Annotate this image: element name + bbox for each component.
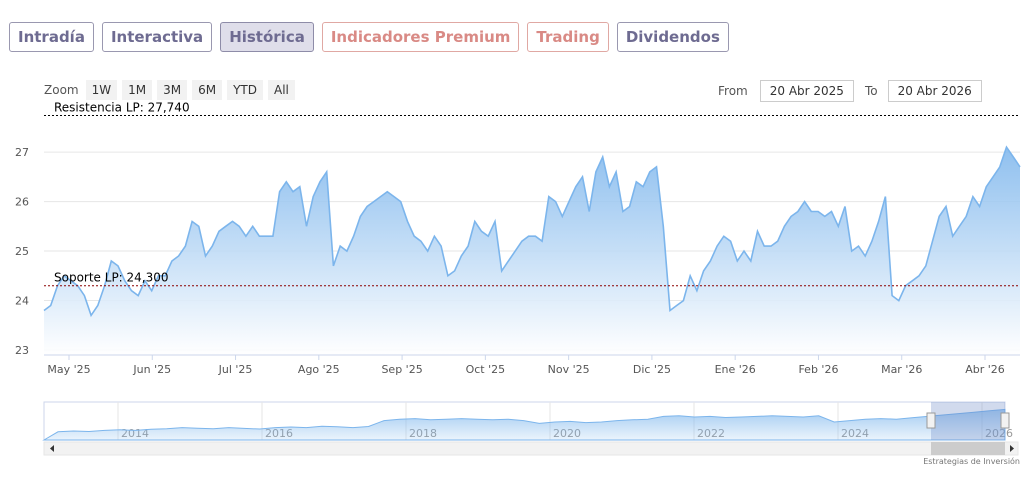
x-tick-label: Ago '25 — [298, 363, 340, 376]
range-selector: From 20 Abr 2025 To 20 Abr 2026 — [718, 80, 982, 102]
y-tick-label: 25 — [15, 245, 29, 258]
from-date-input[interactable]: 20 Abr 2025 — [759, 80, 854, 102]
zoom-3m-button[interactable]: 3M — [157, 80, 188, 100]
x-tick-label: Jul '25 — [218, 363, 253, 376]
resistance-label: Resistencia LP: 27,740 — [54, 100, 190, 114]
y-tick-label: 23 — [15, 344, 29, 357]
x-tick-label: May '25 — [47, 363, 90, 376]
x-tick-label: Nov '25 — [548, 363, 590, 376]
to-label: To — [864, 84, 878, 98]
x-tick-label: Dic '25 — [633, 363, 671, 376]
to-date-input[interactable]: 20 Abr 2026 — [887, 80, 982, 102]
zoom-ytd-button[interactable]: YTD — [227, 80, 263, 100]
y-tick-label: 24 — [15, 295, 29, 308]
x-tick-label: Jun '25 — [132, 363, 171, 376]
scroll-left-arrow-icon — [50, 445, 54, 452]
x-tick-label: Oct '25 — [466, 363, 506, 376]
zoom-all-button[interactable]: All — [268, 80, 295, 100]
tab-indicadores-premium[interactable]: Indicadores Premium — [321, 22, 520, 52]
zoom-1w-button[interactable]: 1W — [85, 80, 118, 100]
price-line — [43, 145, 1021, 318]
from-label: From — [718, 84, 748, 98]
scrollbar-thumb — [931, 442, 1005, 455]
tab-trading[interactable]: Trading — [527, 22, 609, 52]
navigator-selection — [931, 402, 1005, 440]
y-tick-label: 27 — [15, 146, 29, 159]
tab-histórica[interactable]: Histórica — [220, 22, 314, 52]
chart-tabs: Intradía Interactiva Histórica Indicadores … — [9, 22, 729, 52]
tab-intradía[interactable]: Intradía — [9, 22, 94, 52]
price-area — [44, 147, 1020, 355]
navigator-handle-right — [1000, 412, 1010, 429]
zoom-label: Zoom — [44, 83, 79, 97]
x-tick-label: Sep '25 — [381, 363, 422, 376]
x-tick-label: Mar '26 — [881, 363, 922, 376]
zoom-1m-button[interactable]: 1M — [122, 80, 153, 100]
support-label: Soporte LP: 24,300 — [54, 271, 169, 285]
scrollbar-track — [43, 441, 1019, 456]
y-tick-label: 26 — [15, 196, 29, 209]
x-tick-label: Ene '26 — [715, 363, 756, 376]
x-tick-label: Feb '26 — [798, 363, 838, 376]
navigator-handle-left — [926, 412, 936, 429]
x-tick-label: Abr '26 — [965, 363, 1005, 376]
chart-credit[interactable]: Estrategias de Inversión — [923, 457, 1020, 466]
zoom-6m-button[interactable]: 6M — [192, 80, 223, 100]
tab-dividendos[interactable]: Dividendos — [616, 22, 729, 52]
navigator-area — [42, 408, 1006, 441]
tab-interactiva[interactable]: Interactiva — [101, 22, 213, 52]
zoom-toolbar: Zoom 1W 1M 3M 6M YTD All — [44, 80, 295, 100]
scroll-right-arrow-icon — [1010, 445, 1014, 452]
